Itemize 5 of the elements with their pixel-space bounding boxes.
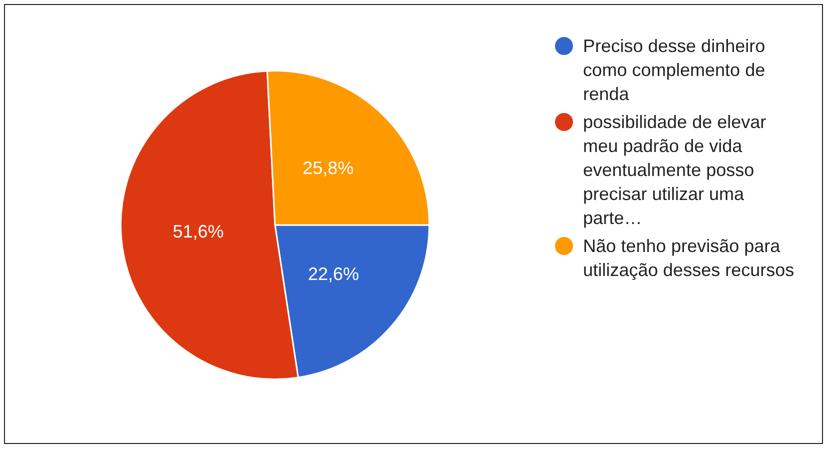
data-label: 25,8% (302, 158, 354, 178)
data-label: 51,6% (172, 222, 224, 242)
data-label: 22,6% (308, 264, 360, 284)
legend-label: possibilidade de elevar meu padrão de vida eventualmente posso precisar utilizar uma parte… (583, 111, 768, 230)
legend-label: Não tenho previsão para utilização desses recursos (583, 235, 795, 282)
